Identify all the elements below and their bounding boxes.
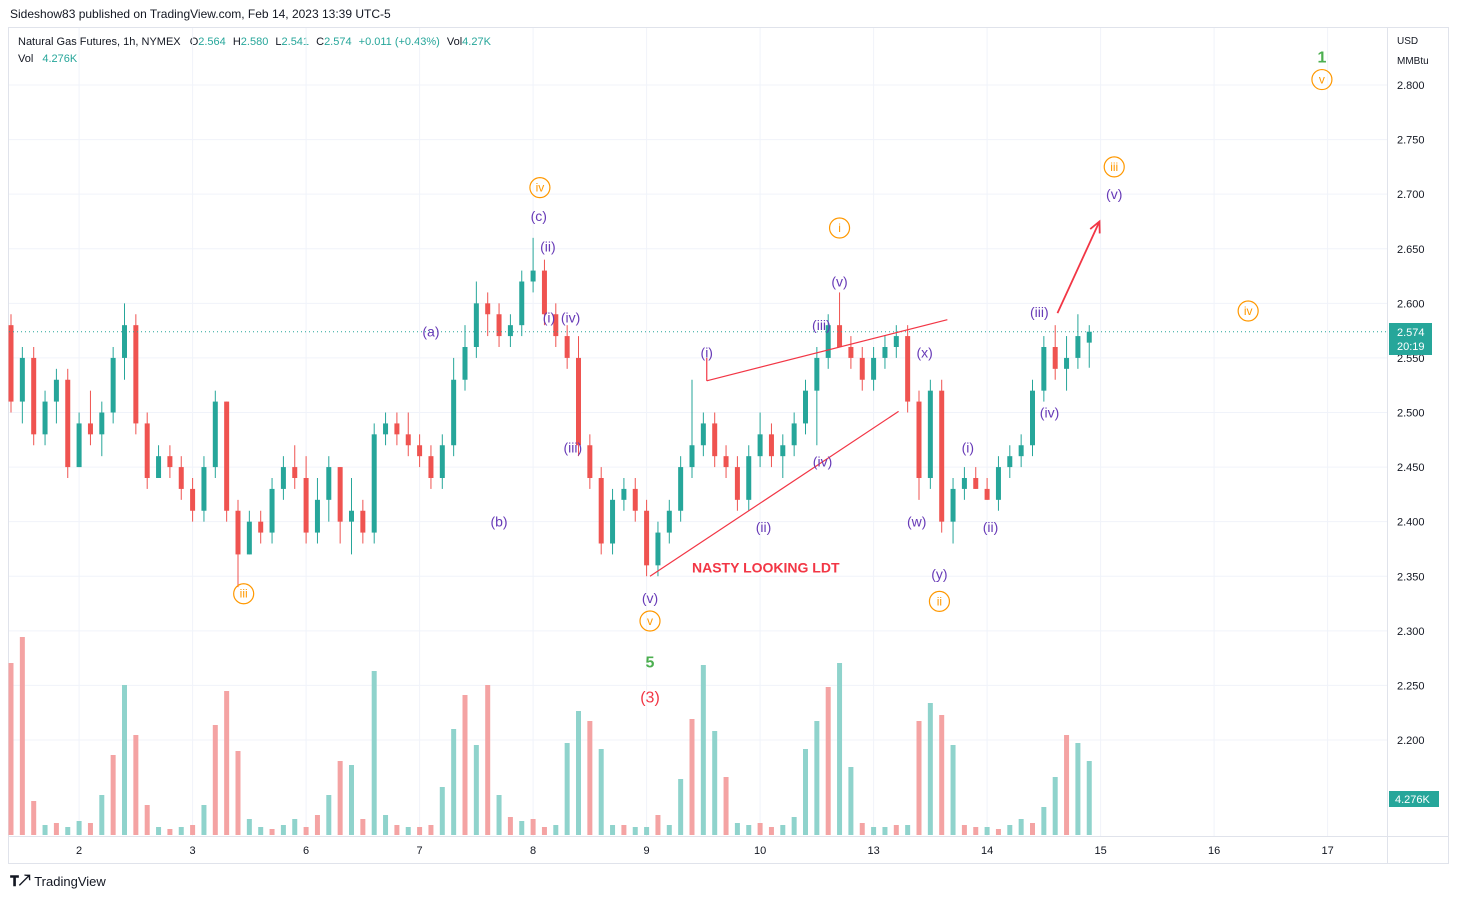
legend-volume-row: Vol 4.276K [18, 51, 491, 68]
legend-vol2: 4.276K [42, 53, 78, 65]
legend-open-label: O [189, 36, 199, 48]
publisher-line: Sideshow83 published on TradingView.com,… [10, 7, 391, 21]
legend-high: 2.580 [240, 36, 269, 48]
chart-frame [8, 27, 1449, 864]
legend-close-label: C [316, 36, 325, 48]
tradingview-logo-icon: 𝐓↗ [10, 873, 31, 889]
legend-open: 2.564 [198, 36, 226, 48]
legend-low: 2.541 [281, 36, 310, 48]
legend-price-row: Natural Gas Futures, 1h, NYMEX O2.564 H2… [18, 34, 491, 51]
legend-close: 2.574 [324, 36, 352, 48]
legend-vol-label: Vol [446, 36, 463, 48]
legend-vol: 4.27K [462, 36, 491, 48]
legend: Natural Gas Futures, 1h, NYMEX O2.564 H2… [18, 34, 491, 68]
legend-low-label: L [275, 36, 282, 48]
tradingview-brand: TradingView [34, 874, 106, 889]
legend-high-label: H [232, 36, 241, 48]
legend-symbol[interactable]: Natural Gas Futures, 1h, NYMEX [18, 36, 181, 48]
tradingview-logo[interactable]: 𝐓↗ TradingView [10, 873, 106, 890]
legend-change: +0.011 (+0.43%) [358, 36, 440, 48]
legend-vol2-label[interactable]: Vol [18, 53, 34, 65]
